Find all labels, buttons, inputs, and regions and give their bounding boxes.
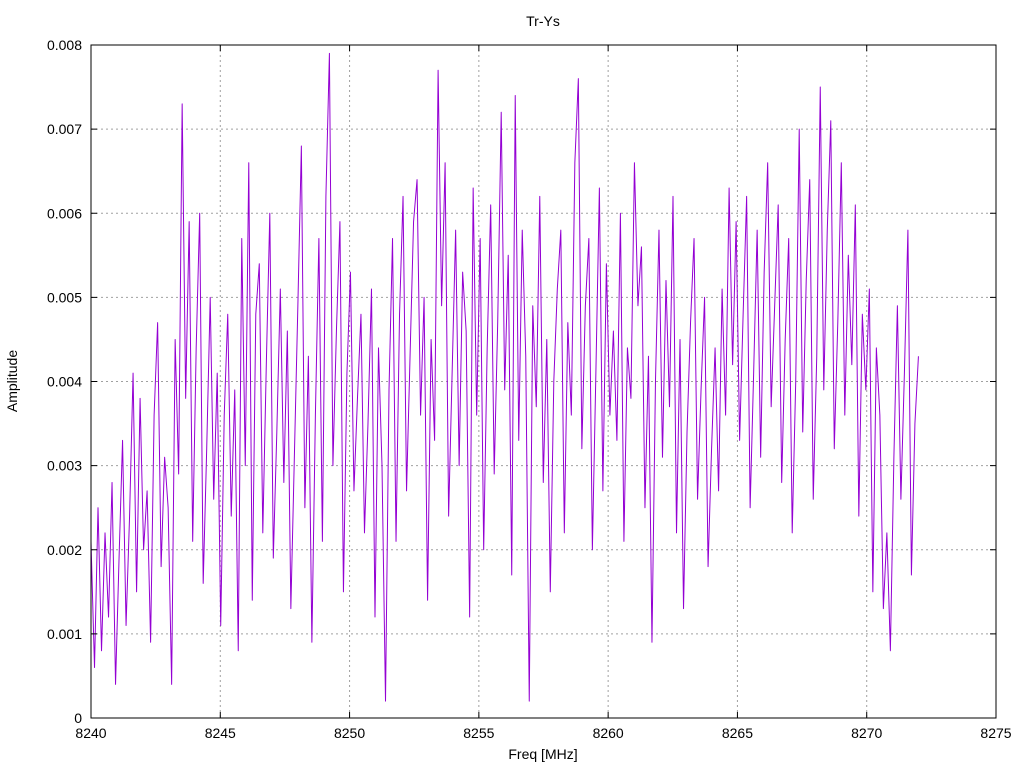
grid xyxy=(91,45,996,718)
y-tick-label: 0.002 xyxy=(47,542,82,558)
x-tick-label: 8260 xyxy=(593,725,624,741)
x-tick-label: 8250 xyxy=(334,725,365,741)
x-tick-labels: 8240 8245 8250 8255 8260 8265 8270 8275 xyxy=(75,725,1011,741)
chart-title: Tr-Ys xyxy=(526,13,560,29)
x-tick-label: 8265 xyxy=(722,725,753,741)
x-tick-label: 8240 xyxy=(75,725,106,741)
ticks xyxy=(90,44,997,719)
y-tick-labels: 0 0.001 0.002 0.003 0.004 0.005 0.006 0.007 0.00… xyxy=(47,37,82,726)
y-tick-label: 0.004 xyxy=(47,374,82,390)
x-tick-label: 8270 xyxy=(851,725,882,741)
y-tick-label: 0.003 xyxy=(47,458,82,474)
y-tick-label: 0.007 xyxy=(47,121,82,137)
y-tick-label: 0.006 xyxy=(47,205,82,221)
x-tick-label: 8245 xyxy=(205,725,236,741)
series-line xyxy=(90,52,919,702)
y-axis-label: Amplitude xyxy=(4,350,20,412)
y-tick-label: 0.008 xyxy=(47,37,82,53)
series-group xyxy=(90,52,919,702)
y-tick-label: 0 xyxy=(74,710,82,726)
y-tick-label: 0.005 xyxy=(47,289,82,305)
x-tick-label: 8255 xyxy=(463,725,494,741)
x-tick-label: 8275 xyxy=(980,725,1011,741)
y-tick-label: 0.001 xyxy=(47,626,82,642)
x-axis-label: Freq [MHz] xyxy=(508,746,577,762)
